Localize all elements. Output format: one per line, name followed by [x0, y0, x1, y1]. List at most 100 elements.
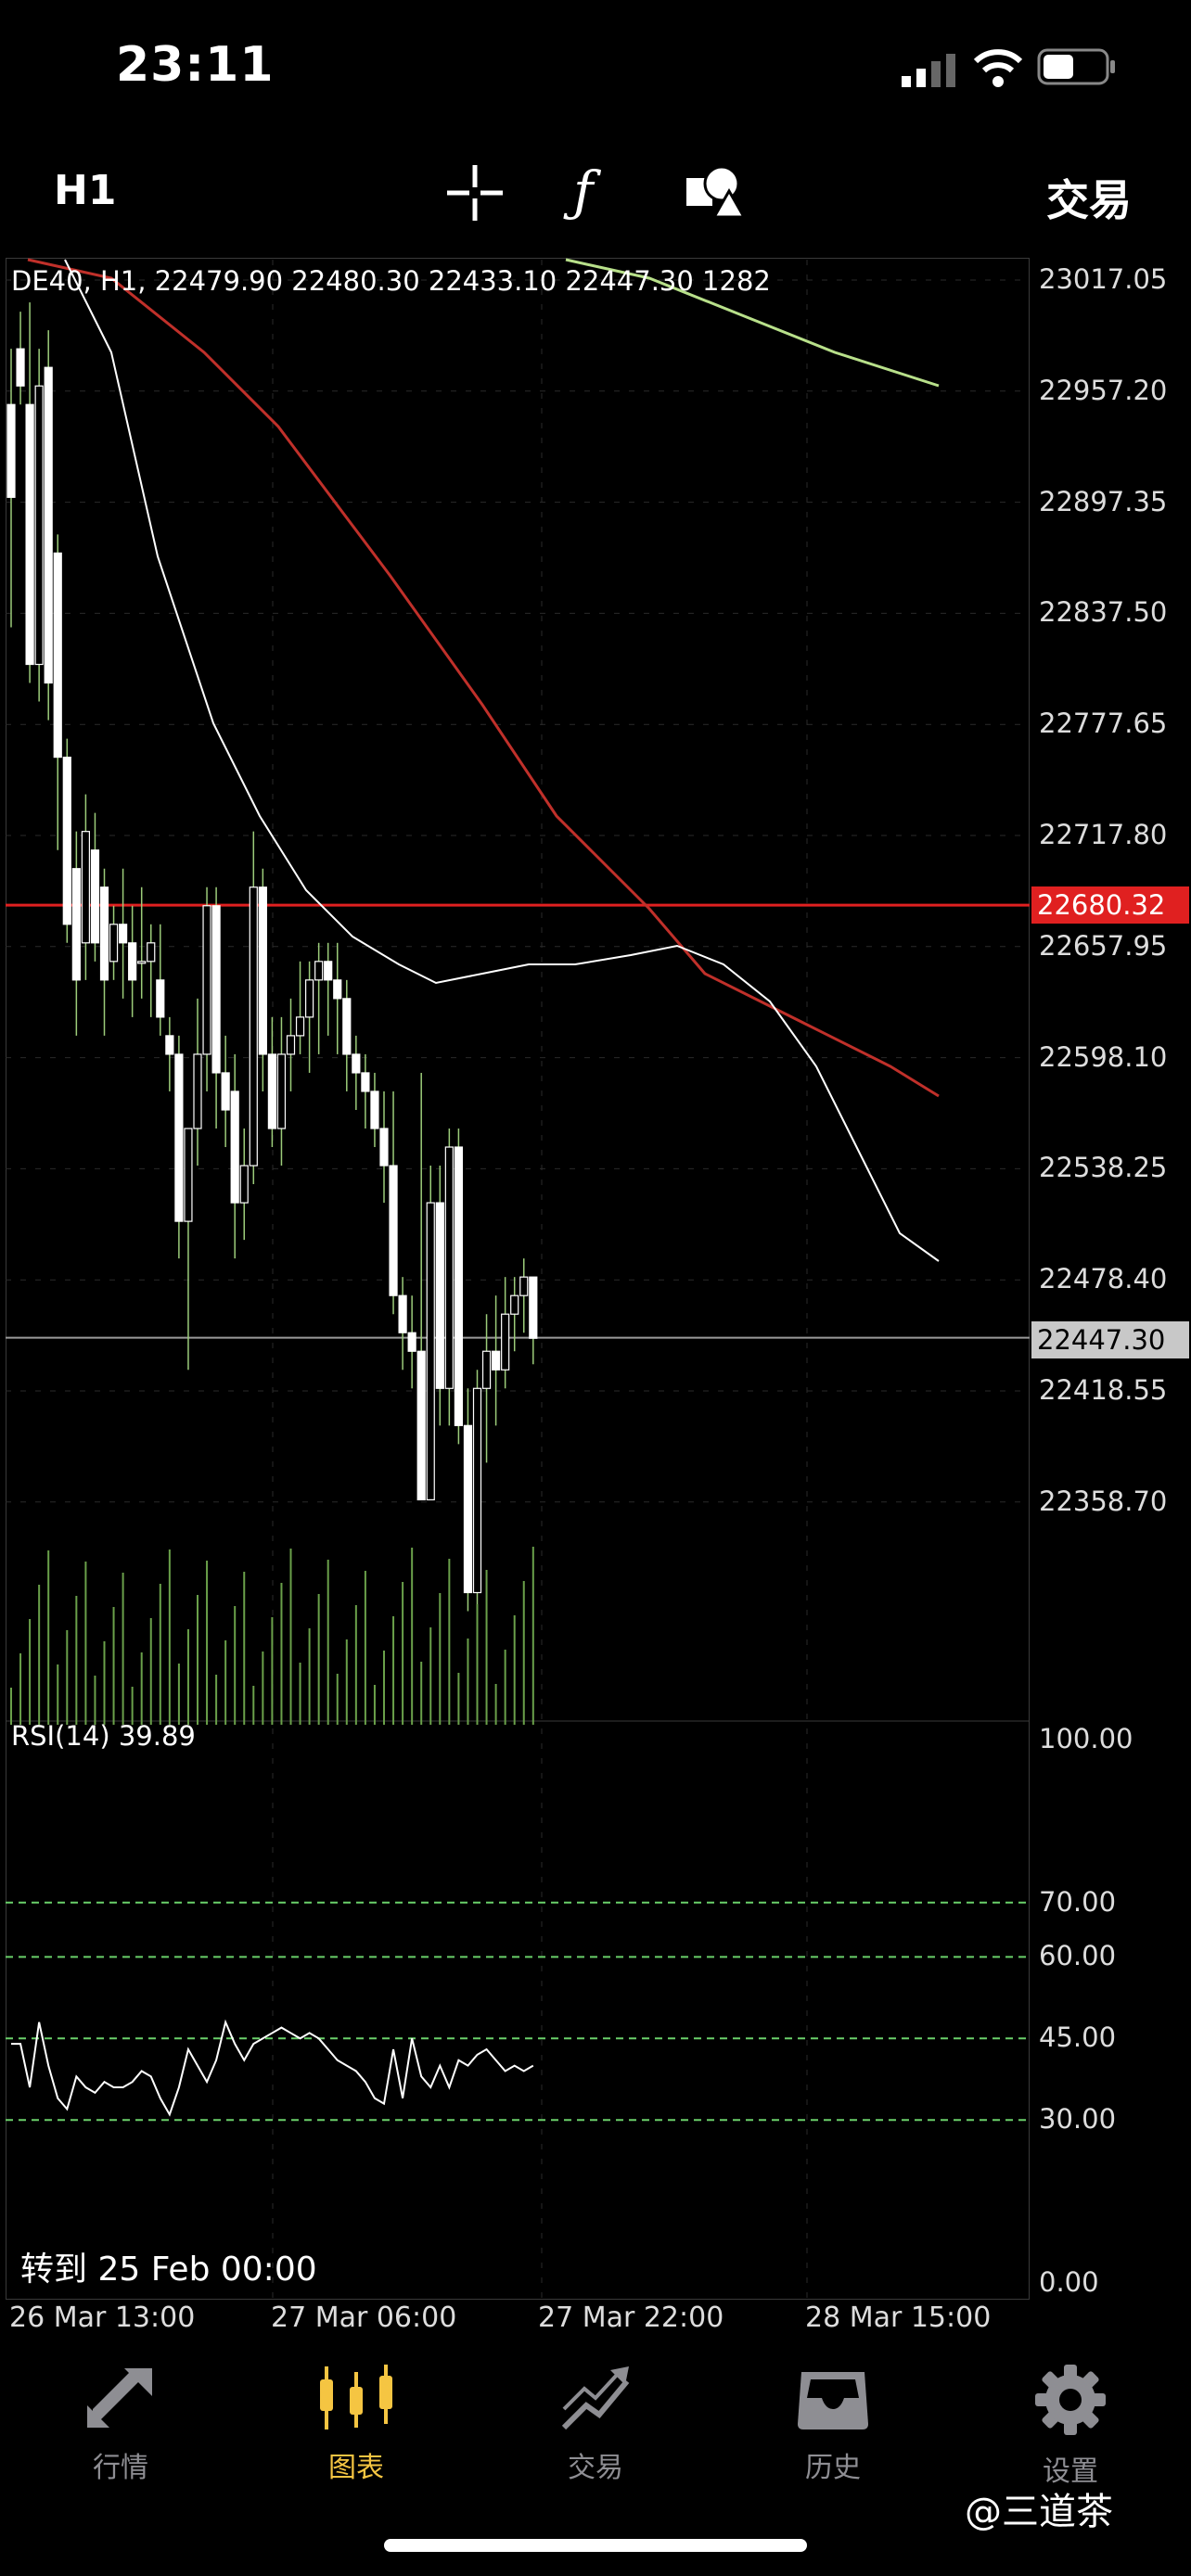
- timeframe-selector[interactable]: H1: [54, 167, 117, 214]
- nav-quotes[interactable]: 行情: [46, 2363, 195, 2485]
- price-axis-label: 22777.65: [1039, 708, 1168, 740]
- price-axis-label: 23017.05: [1039, 263, 1168, 295]
- candle-body: [267, 1053, 276, 1129]
- wifi-icon: [972, 46, 1024, 93]
- candle-body: [99, 886, 109, 981]
- candle-body: [361, 1072, 370, 1092]
- candle-body: [389, 1165, 398, 1296]
- candle-body: [258, 886, 267, 1055]
- candle-body: [407, 1332, 416, 1352]
- moving-average-fast: [64, 259, 940, 1262]
- current-price-tag: 22447.30: [1031, 1321, 1189, 1358]
- candle-body: [370, 1090, 379, 1129]
- candle-body: [249, 886, 258, 1167]
- candle-body: [426, 1202, 435, 1500]
- candle-body: [147, 942, 156, 963]
- candle-body: [286, 1035, 296, 1055]
- candle-body: [193, 1053, 202, 1129]
- candle-body: [510, 1294, 519, 1315]
- candle-body: [44, 366, 53, 684]
- cellular-signal-icon: [902, 52, 961, 93]
- candle-body: [295, 1016, 305, 1037]
- symbol-info-line: DE40, H1, 22479.90 22480.30 22433.10 224…: [11, 265, 771, 297]
- price-axis-label: 22897.35: [1039, 485, 1168, 517]
- candle-body: [342, 998, 352, 1055]
- nav-settings[interactable]: 设置: [996, 2363, 1145, 2489]
- candle-body: [472, 1387, 482, 1594]
- trade-button[interactable]: 交易: [1046, 175, 1132, 225]
- candle-body: [454, 1146, 463, 1426]
- rsi-axis-label: 100.00: [1039, 1723, 1133, 1754]
- nav-history[interactable]: 历史: [759, 2363, 907, 2485]
- rsi-line: [11, 2019, 534, 2117]
- price-axis-label: 22717.80: [1039, 819, 1168, 850]
- price-axis-label: 22957.20: [1039, 374, 1168, 406]
- status-time: 23:11: [116, 37, 275, 93]
- nav-label: 交易: [568, 2452, 623, 2484]
- time-axis-label: 27 Mar 22:00: [538, 2302, 724, 2334]
- candle-body: [239, 1165, 249, 1204]
- quotes-icon: [87, 2368, 152, 2428]
- candle-body: [6, 403, 16, 498]
- candle-body: [211, 905, 221, 1074]
- candle-body: [416, 1350, 426, 1500]
- crosshair-icon[interactable]: [445, 163, 505, 226]
- candle-body: [444, 1146, 454, 1389]
- candle-body: [379, 1128, 389, 1167]
- time-axis-label: 26 Mar 13:00: [9, 2302, 196, 2334]
- candle-body: [119, 924, 128, 944]
- battery-icon: [1037, 48, 1117, 89]
- price-axis-label: 22478.40: [1039, 1263, 1168, 1295]
- nav-label: 行情: [93, 2452, 148, 2484]
- nav-label: 设置: [1043, 2455, 1098, 2488]
- candle-body: [25, 403, 34, 666]
- candle-body: [230, 1090, 239, 1204]
- candle-body: [53, 552, 62, 759]
- rsi-axis-label: 30.00: [1039, 2103, 1117, 2136]
- candle-body: [34, 385, 44, 666]
- candle-body: [333, 979, 342, 1000]
- candle-body: [156, 979, 165, 1018]
- shapes-icon[interactable]: [685, 163, 747, 224]
- candle-body: [71, 868, 81, 981]
- rsi-axis-label: 0.00: [1039, 2266, 1099, 2298]
- nav-label: 历史: [805, 2452, 861, 2484]
- chart-candles-icon: [320, 2365, 392, 2429]
- home-indicator: [384, 2539, 807, 2552]
- alert-price-tag: 22680.32: [1031, 886, 1189, 924]
- candle-body: [202, 905, 211, 1055]
- candle-body: [137, 961, 147, 964]
- nav-chart[interactable]: 图表: [282, 2363, 430, 2485]
- moving-average-slow: [27, 258, 940, 1098]
- price-axis-label: 22538.25: [1039, 1152, 1168, 1184]
- goto-date-button[interactable]: 转到 25 Feb 00:00: [20, 2251, 317, 2289]
- candle-body: [165, 1035, 174, 1055]
- price-axis-label: 22657.95: [1039, 929, 1168, 962]
- candle-body: [305, 979, 314, 1018]
- candle-body: [519, 1276, 529, 1296]
- rsi-axis-label: 45.00: [1039, 2021, 1117, 2054]
- trade-icon: [561, 2366, 630, 2430]
- moving-average-long: [565, 258, 940, 388]
- price-chart[interactable]: [0, 0, 1191, 2337]
- candle-body: [463, 1424, 473, 1594]
- candle-body: [398, 1294, 407, 1333]
- nav-trade[interactable]: 交易: [521, 2363, 670, 2485]
- candle-body: [62, 757, 71, 925]
- candle-body: [16, 348, 25, 387]
- candle-body: [481, 1350, 492, 1389]
- price-axis-label: 22837.50: [1039, 596, 1168, 629]
- candle-body: [529, 1276, 538, 1339]
- candle-body: [491, 1350, 501, 1371]
- watermark: @三道茶: [965, 2491, 1113, 2533]
- rsi-axis-label: 70.00: [1039, 1885, 1117, 1918]
- price-axis-label: 22358.70: [1039, 1485, 1168, 1517]
- price-axis-label: 22418.55: [1039, 1374, 1168, 1406]
- chart-area[interactable]: [6, 258, 1030, 2300]
- time-axis-label: 27 Mar 06:00: [271, 2302, 457, 2334]
- function-icon[interactable]: ƒ: [573, 159, 594, 223]
- history-inbox-icon: [798, 2372, 868, 2429]
- candle-body: [352, 1053, 361, 1074]
- candle-body: [314, 961, 324, 981]
- nav-label: 图表: [328, 2452, 384, 2484]
